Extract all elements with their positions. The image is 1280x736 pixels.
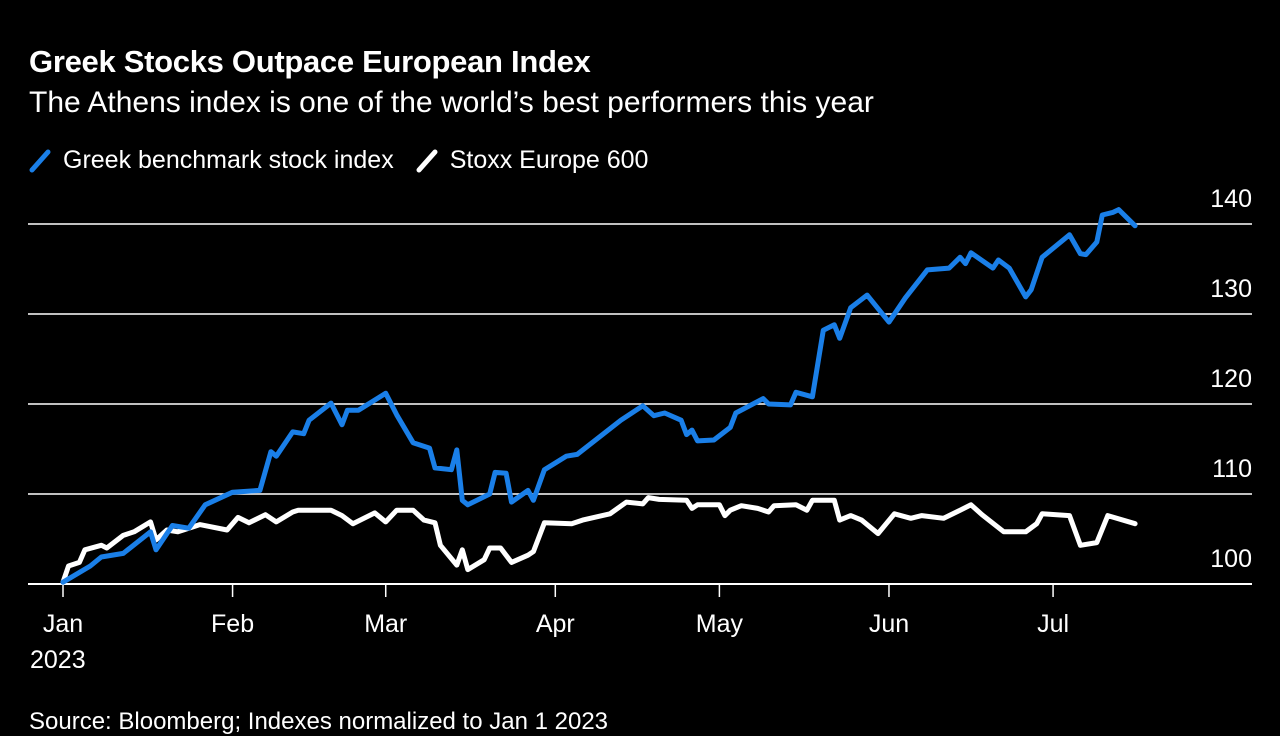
- x-tick-label: Apr: [536, 610, 575, 638]
- x-tick-label: Jul: [1037, 610, 1069, 638]
- series-line-greek-benchmark-stock-index: [60, 207, 1138, 585]
- y-tick-label: 100: [1210, 545, 1252, 573]
- chart-title: Greek Stocks Outpace European Index: [29, 44, 591, 79]
- x-tick-sublabel: 2023: [30, 646, 86, 674]
- x-tick-label: Jun: [869, 610, 909, 638]
- y-tick-label: 120: [1210, 365, 1252, 393]
- y-tick-label: 130: [1210, 275, 1252, 303]
- series-line-stoxx-europe-600: [60, 495, 1138, 585]
- x-tick-label: May: [696, 610, 744, 638]
- legend-label: Stoxx Europe 600: [449, 146, 649, 174]
- legend: Greek benchmark stock index Stoxx Europe…: [29, 146, 670, 175]
- legend-item-greek: Greek benchmark stock index: [29, 146, 394, 175]
- x-tick-label: Feb: [211, 610, 254, 638]
- x-tick-label: Jan: [43, 610, 83, 638]
- legend-swatch-icon: [416, 149, 438, 172]
- legend-swatch-icon: [29, 149, 51, 172]
- source-note: Source: Bloomberg; Indexes normalized to…: [29, 708, 609, 735]
- y-tick-label: 140: [1210, 185, 1252, 213]
- chart-subtitle: The Athens index is one of the world’s b…: [29, 86, 874, 119]
- legend-item-stoxx: Stoxx Europe 600: [416, 146, 649, 175]
- line-chart: 100 110 120 130 140 Jan 2023 Feb Mar Apr May Jun Ju…: [28, 185, 1252, 674]
- y-tick-label: 110: [1212, 455, 1252, 483]
- x-tick-label: Mar: [364, 610, 407, 638]
- legend-label: Greek benchmark stock index: [63, 146, 394, 174]
